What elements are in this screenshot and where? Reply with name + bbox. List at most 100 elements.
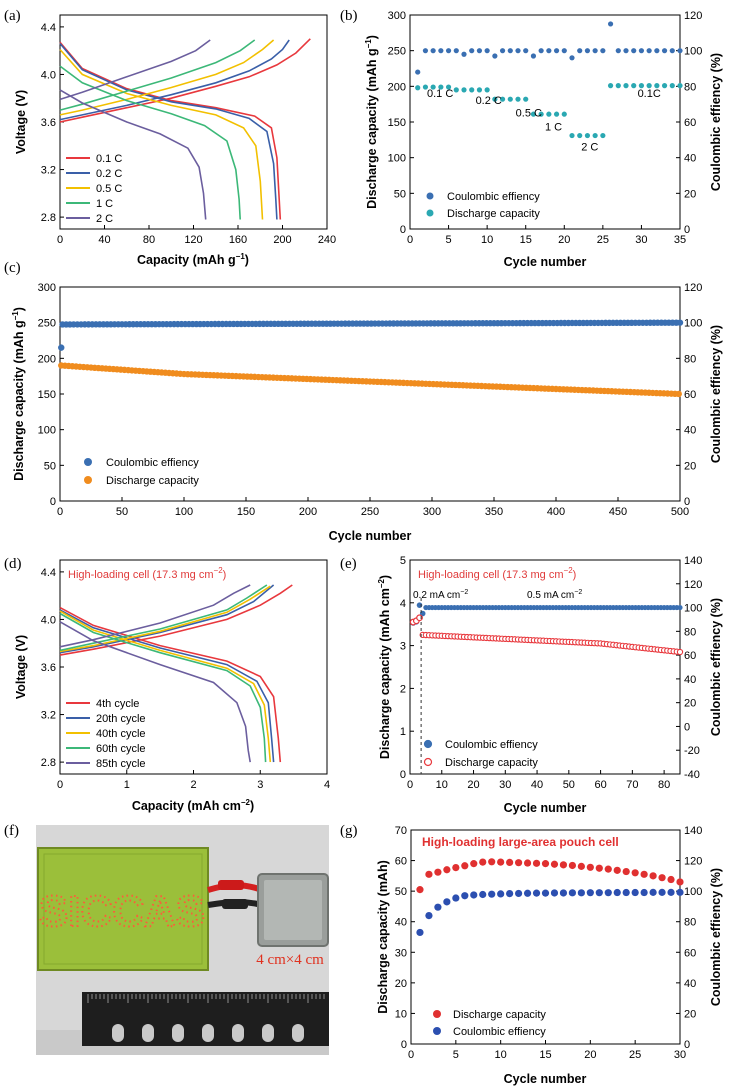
x-ticks-b: 0 5 10 15 20 25 30 35 (407, 225, 686, 246)
g-y2tick-label: 100 (684, 886, 702, 898)
g-ce-point (425, 912, 433, 920)
g-capacity-point (586, 863, 594, 871)
d-ytick-label: 4.0 (41, 614, 56, 626)
e-ytick-label: 2 (400, 683, 406, 695)
e-ytick-label: 3 (400, 641, 406, 653)
b-ce-point (577, 48, 583, 54)
a-legend-label-4: 2 C (96, 213, 113, 225)
x-axis-label-e: Cycle number (504, 801, 587, 815)
g-ytick-label: 20 (395, 978, 407, 990)
g-capacity-point (425, 870, 433, 878)
b-capacity-point (461, 87, 467, 93)
b-legend-marker-0 (426, 192, 434, 200)
b-ce-point (453, 48, 459, 54)
b-legend-label-1: Discharge capacity (447, 208, 540, 220)
g-capacity-point (577, 862, 585, 870)
d-discharge-curve-3 (59, 612, 267, 763)
b-ce-point (607, 21, 614, 27)
g-capacity-point (568, 861, 577, 870)
b-rate-label-3: 1 C (545, 122, 562, 134)
b-xtick-label: 35 (674, 234, 686, 246)
b-y2tick-label: 20 (684, 188, 696, 200)
y-ticks-e: 0 1 2 3 4 5 (400, 555, 414, 781)
b-legend-label-0: Coulombic effiency (447, 191, 540, 203)
b-capacity-point (623, 83, 629, 89)
a-xtick-label: 80 (143, 234, 155, 246)
g-capacity-point (452, 864, 460, 872)
g-capacity-point (640, 870, 648, 878)
rate-label-e-1: 0.5 mA cm−2 (527, 589, 582, 601)
g-xtick-label: 25 (629, 1049, 641, 1061)
c-xtick-label: 400 (547, 506, 565, 518)
g-ytick-label: 30 (395, 947, 407, 959)
g-capacity-point (532, 859, 541, 867)
b-capacity-point (515, 96, 521, 102)
d-discharge-curve-0 (59, 606, 282, 763)
c-xtick-label: 350 (485, 506, 503, 518)
a-charge-curve-0 (59, 38, 311, 123)
b-capacity-point (469, 87, 475, 93)
g-ce-point (658, 888, 666, 896)
x-ticks-a: 0 40 80 120 160 200 240 (57, 225, 336, 246)
g-ytick-label: 70 (395, 825, 407, 837)
g-capacity-point (541, 860, 550, 868)
b-ce-point (592, 48, 598, 54)
b-capacity-point (631, 83, 637, 89)
b-ce-point (476, 48, 483, 54)
rate-labels-b: 0.1 C 0.2 C 0.5 C1 C 2 C 0.1C (427, 88, 661, 154)
g-xtick-label: 0 (408, 1049, 414, 1061)
b-capacity-point (638, 83, 645, 89)
c-xtick-label: 500 (671, 506, 689, 518)
b-capacity-point (430, 84, 436, 90)
g-capacity-point (434, 868, 442, 876)
g-capacity-point (604, 865, 612, 873)
a-ytick-label: 2.8 (41, 212, 56, 224)
panel-e: (e) 0 10 20 30 40 50 60 70 80 0 1 2 3 4 5 -40 -20 0 20 40… (340, 555, 723, 815)
b-ce-point (669, 48, 675, 54)
b-y2tick-label: 100 (684, 46, 702, 58)
b-xtick-label: 30 (635, 234, 647, 246)
g-capacity-point (622, 867, 630, 876)
b-capacity-point (507, 96, 513, 102)
y2-axis-label-b: Coulombic effiency (%) (709, 53, 723, 191)
panel-g: (g) 0 5 10 15 20 25 30 0 10 20 30 40 50 60 70 0 20 40 60… (340, 823, 723, 1086)
g-capacity-point (649, 872, 657, 880)
g-ce-point (515, 889, 523, 898)
b-capacity-point (615, 83, 621, 89)
c-ytick-label: 50 (44, 460, 56, 472)
c-legend-label-1: Discharge capacity (106, 475, 199, 487)
b-ce-point (445, 48, 452, 54)
g-xtick-label: 5 (453, 1049, 459, 1061)
b-ytick-label: 300 (388, 10, 406, 22)
panel-label-b: (b) (340, 8, 358, 24)
g-ce-point (461, 892, 469, 900)
b-ce-point (631, 48, 637, 54)
b-ce-point (677, 48, 683, 54)
panel-label-c: (c) (4, 260, 21, 276)
ruler-punch-hole (292, 1024, 304, 1042)
y-ticks-b: 0 50 100 150 200 250 300 (388, 10, 414, 236)
e-ytick-label: 1 (400, 726, 406, 738)
b-ce-point (492, 53, 498, 59)
y-axis-label-b: Discharge capacity (mAh g−1) (364, 35, 379, 209)
b-y2tick-label: 40 (684, 153, 696, 165)
a-xtick-label: 40 (98, 234, 110, 246)
y-ticks-c: 0 50 100 150 200 250 300 (38, 282, 64, 508)
c-ce-point (676, 319, 684, 326)
d-charge-curve-0 (59, 584, 293, 656)
e-xtick-label: 50 (563, 779, 575, 791)
b-y2tick-label: 120 (684, 10, 702, 22)
x-ticks-e: 0 10 20 30 40 50 60 70 80 (407, 770, 670, 791)
g-legend-label-0: Discharge capacity (453, 1009, 546, 1021)
d-xtick-label: 0 (57, 779, 63, 791)
d-ytick-label: 3.2 (41, 710, 56, 722)
b-ce-point (469, 48, 475, 54)
b-ce-point (523, 48, 529, 54)
c-y2tick-label: 120 (684, 282, 702, 294)
c-ytick-label: 200 (38, 353, 56, 365)
b-ce-point (638, 48, 645, 54)
panel-c: (c) 0 50 100 150 200 250 300 350 400 450 500 05010… (4, 260, 723, 543)
a-discharge-curve-0 (59, 41, 282, 220)
x-ticks-d: 0 1 2 3 4 (57, 770, 330, 791)
legend-e: Coulombic effiency Discharge capacity (423, 739, 538, 769)
